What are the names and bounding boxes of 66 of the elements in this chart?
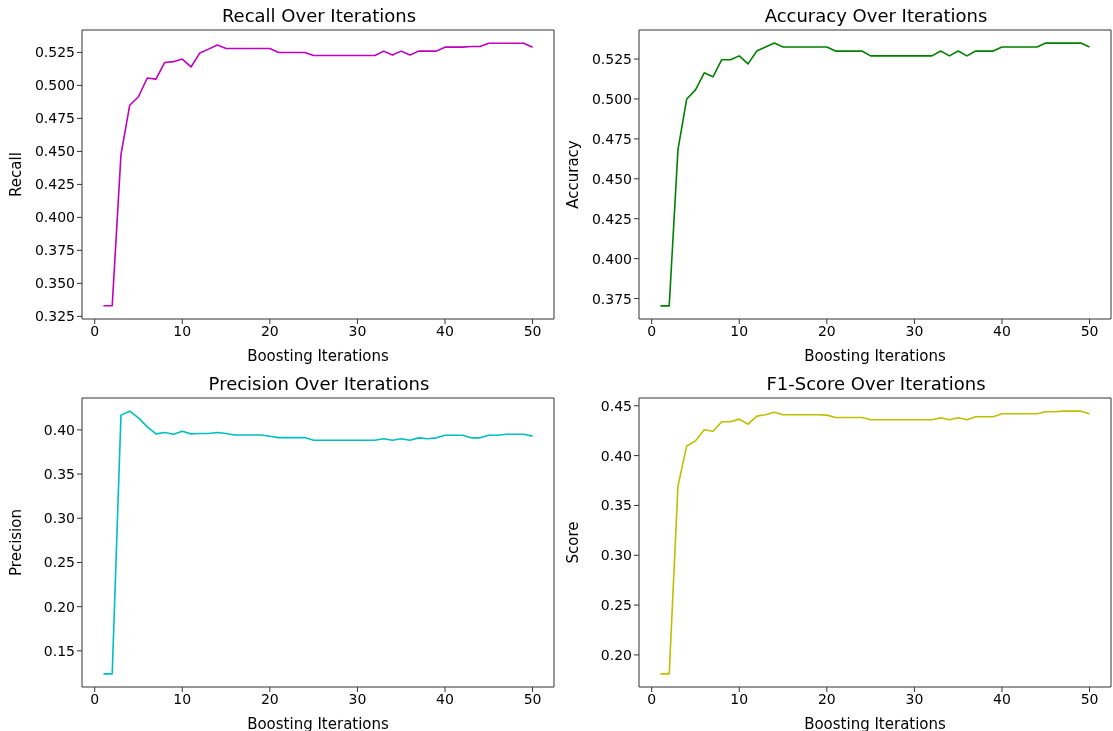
y-tick-label: 0.525 [34,44,75,61]
y-tick-label: 0.425 [591,210,632,227]
x-tick-label: 50 [1080,322,1099,339]
y-tick-label: 0.350 [34,275,75,292]
x-tick-label: 20 [260,322,279,339]
y-axis-title: Precision [7,509,26,576]
y-tick-label: 0.25 [600,597,632,614]
y-tick-label: 0.500 [34,77,75,94]
y-tick-label: 0.400 [34,209,75,226]
y-tick-label: 0.450 [591,170,632,187]
y-tick-label: 0.425 [34,176,75,193]
x-tick-label: 40 [436,322,454,339]
chart-title: Recall Over Iterations [220,4,418,28]
y-tick-label: 0.40 [600,447,632,464]
y-tick-label: 0.15 [43,642,75,659]
y-tick-label: 0.375 [591,290,632,307]
y-tick-label: 0.20 [43,598,75,615]
y-tick-label: 0.35 [600,497,632,514]
x-tick-label: 40 [993,690,1011,707]
x-tick-label: 10 [730,322,749,339]
x-tick-label: 20 [260,690,279,707]
x-tick-label: 30 [905,690,924,707]
x-tick-label: 50 [523,322,542,339]
y-axis-title: Score [564,521,583,564]
x-tick-label: 50 [1080,690,1099,707]
chart-title: Precision Over Iterations [207,372,431,396]
y-tick-label: 0.475 [591,130,632,147]
x-tick-label: 20 [817,322,836,339]
chart-title: Accuracy Over Iterations [763,4,989,28]
y-tick-label: 0.35 [43,466,75,483]
y-tick-label: 0.20 [600,646,632,663]
x-tick-label: 30 [348,690,367,707]
x-tick-label: 40 [993,322,1011,339]
x-tick-label: 0 [647,322,657,339]
x-tick-label: 40 [436,690,454,707]
y-tick-label: 0.375 [34,242,75,259]
x-tick-label: 0 [90,690,100,707]
y-tick-label: 0.400 [591,250,632,267]
x-tick-label: 10 [730,690,749,707]
y-tick-label: 0.25 [43,554,75,571]
y-axis-title: Recall [7,152,26,197]
x-axis-title: Boosting Iterations [247,347,390,365]
x-tick-label: 10 [173,322,192,339]
x-axis-title: Boosting Iterations [804,347,947,365]
line-series [102,410,534,675]
y-tick-label: 0.500 [591,90,632,107]
y-axis-title: Accuracy [564,140,583,209]
y-tick-label: 0.40 [43,421,75,438]
x-tick-label: 10 [173,690,192,707]
y-tick-label: 0.475 [34,110,75,127]
line-series [659,42,1091,307]
x-tick-label: 30 [905,322,924,339]
line-series [102,42,534,307]
chart-title: F1-Score Over Iterations [765,372,987,396]
y-tick-label: 0.30 [600,547,632,564]
x-tick-label: 50 [523,690,542,707]
x-tick-label: 0 [647,690,657,707]
y-tick-label: 0.450 [34,143,75,160]
y-tick-label: 0.325 [34,308,75,325]
y-tick-label: 0.525 [591,51,632,68]
x-tick-label: 20 [817,690,836,707]
y-tick-label: 0.30 [43,510,75,527]
y-tick-label: 0.45 [600,397,632,414]
x-tick-label: 30 [348,322,367,339]
line-series [659,410,1091,675]
x-tick-label: 0 [90,322,100,339]
